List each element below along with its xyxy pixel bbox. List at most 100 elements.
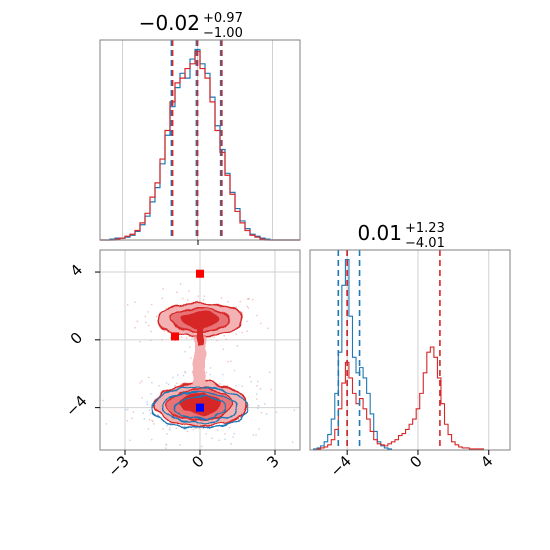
joint-scatter-point bbox=[184, 351, 186, 353]
joint-scatter-point bbox=[246, 305, 248, 308]
joint-scatter-point bbox=[193, 375, 196, 378]
joint-scatter-point bbox=[291, 441, 294, 443]
joint-scatter-point bbox=[155, 315, 158, 318]
joint-panel: −3 0 3 −4 0 4 bbox=[62, 249, 301, 480]
marginal-y-frame bbox=[309, 249, 511, 451]
marginal-x-frame bbox=[99, 39, 301, 241]
joint-scatter-point bbox=[257, 407, 259, 410]
joint-scatter-point bbox=[151, 382, 153, 384]
joint-scatter-point bbox=[227, 301, 229, 303]
joint-scatter-point bbox=[184, 427, 186, 429]
joint-scatter-point bbox=[241, 311, 243, 314]
joint-ytick-label: 0 bbox=[67, 329, 86, 348]
joint-scatter-point bbox=[205, 433, 207, 435]
joint-scatter-point bbox=[151, 303, 153, 306]
joint-scatter-point bbox=[167, 383, 170, 386]
joint-scatter-point bbox=[256, 385, 258, 387]
joint-marker bbox=[196, 403, 204, 412]
joint-scatter-point bbox=[131, 417, 133, 420]
joint-scatter-point bbox=[182, 374, 185, 377]
joint-scatter-point bbox=[169, 427, 171, 429]
joint-scatter-point bbox=[151, 438, 153, 441]
marginal-y-histogram-1 bbox=[310, 346, 509, 451]
joint-scatter-point bbox=[148, 324, 150, 327]
joint-scatter-point bbox=[139, 382, 141, 384]
joint-scatter-point bbox=[265, 413, 268, 415]
joint-scatter-point bbox=[246, 298, 249, 300]
joint-scatter-point bbox=[153, 423, 155, 425]
joint-scatter-point bbox=[256, 380, 259, 383]
joint-scatter-point bbox=[150, 339, 152, 342]
joint-scatter-point bbox=[132, 411, 135, 413]
joint-scatter-point bbox=[224, 433, 226, 435]
joint-scatter-point bbox=[234, 308, 237, 310]
marginal-y-title-lower: −4.01 bbox=[405, 236, 445, 251]
marginal-x-panel: −0.02 +0.97 −1.00 bbox=[99, 11, 301, 245]
joint-scatter-point bbox=[141, 380, 143, 382]
joint-scatter-point bbox=[227, 360, 229, 363]
joint-scatter-point bbox=[172, 376, 174, 379]
joint-scatter-point bbox=[245, 408, 247, 411]
joint-scatter-point bbox=[102, 399, 104, 402]
joint-scatter-point bbox=[176, 291, 178, 294]
joint-scatter-point bbox=[170, 421, 172, 424]
joint-scatter-point bbox=[148, 419, 151, 421]
joint-scatter-point bbox=[186, 430, 189, 433]
marginal-x-histogram-1 bbox=[100, 50, 300, 241]
joint-scatter-point bbox=[225, 338, 228, 340]
joint-scatter-point bbox=[220, 297, 223, 299]
joint-scatter-point bbox=[189, 346, 191, 348]
joint-scatter-point bbox=[218, 439, 220, 441]
joint-scatter-point bbox=[280, 452, 281, 453]
joint-scatter-point bbox=[144, 315, 147, 318]
joint-scatter-point bbox=[184, 370, 186, 373]
joint-scatter-point bbox=[216, 429, 219, 431]
joint-scatter-point bbox=[236, 345, 239, 347]
joint-scatter-point bbox=[191, 371, 194, 373]
joint-scatter-point bbox=[260, 322, 262, 325]
joint-scatter-point bbox=[150, 393, 152, 395]
joint-scatter-point bbox=[186, 299, 189, 301]
joint-scatter-point bbox=[142, 412, 144, 414]
joint-scatter-point bbox=[127, 408, 129, 411]
joint-scatter-point bbox=[255, 434, 257, 436]
joint-scatter-point bbox=[293, 409, 296, 411]
joint-marker bbox=[171, 332, 179, 341]
joint-scatter-point bbox=[233, 432, 236, 435]
joint-scatter-point bbox=[166, 433, 168, 435]
joint-scatter-point bbox=[235, 385, 237, 387]
joint-scatter-point bbox=[203, 295, 205, 297]
joint-scatter-point bbox=[181, 336, 183, 338]
joint-scatter-point bbox=[259, 388, 262, 390]
joint-scatter-point bbox=[247, 307, 250, 309]
joint-scatter-point bbox=[157, 414, 159, 416]
joint-red-bridge bbox=[194, 336, 206, 384]
joint-scatter-point bbox=[134, 301, 136, 303]
joint-scatter-point bbox=[209, 367, 212, 369]
joint-scatter-point bbox=[256, 398, 258, 400]
joint-scatter-point bbox=[222, 373, 224, 376]
joint-blue-contour-0 bbox=[151, 386, 249, 429]
joint-scatter-point bbox=[126, 420, 129, 422]
joint-marker bbox=[196, 269, 204, 278]
joint-scatter-point bbox=[158, 384, 160, 387]
joint-scatter-point bbox=[230, 360, 232, 363]
joint-scatter-point bbox=[249, 376, 251, 378]
joint-scatter-point bbox=[162, 288, 164, 290]
joint-scatter-point bbox=[246, 320, 248, 323]
joint-scatter-point bbox=[150, 412, 152, 415]
joint-xtick-label: 3 bbox=[263, 452, 282, 471]
joint-scatter-point bbox=[222, 348, 225, 350]
joint-scatter-point bbox=[175, 427, 178, 429]
joint-scatter-point bbox=[232, 436, 234, 438]
joint-scatter-point bbox=[134, 327, 136, 329]
joint-scatter-point bbox=[147, 311, 149, 313]
joint-scatter-point bbox=[224, 438, 226, 440]
marginal-y-title-value: 0.01 bbox=[357, 221, 402, 245]
marginal-y-xtick-label: −4 bbox=[327, 452, 355, 480]
joint-scatter-point bbox=[161, 338, 163, 341]
joint-scatter-point bbox=[146, 401, 148, 403]
joint-scatter-point bbox=[202, 299, 205, 301]
joint-scatter-point bbox=[141, 397, 143, 399]
